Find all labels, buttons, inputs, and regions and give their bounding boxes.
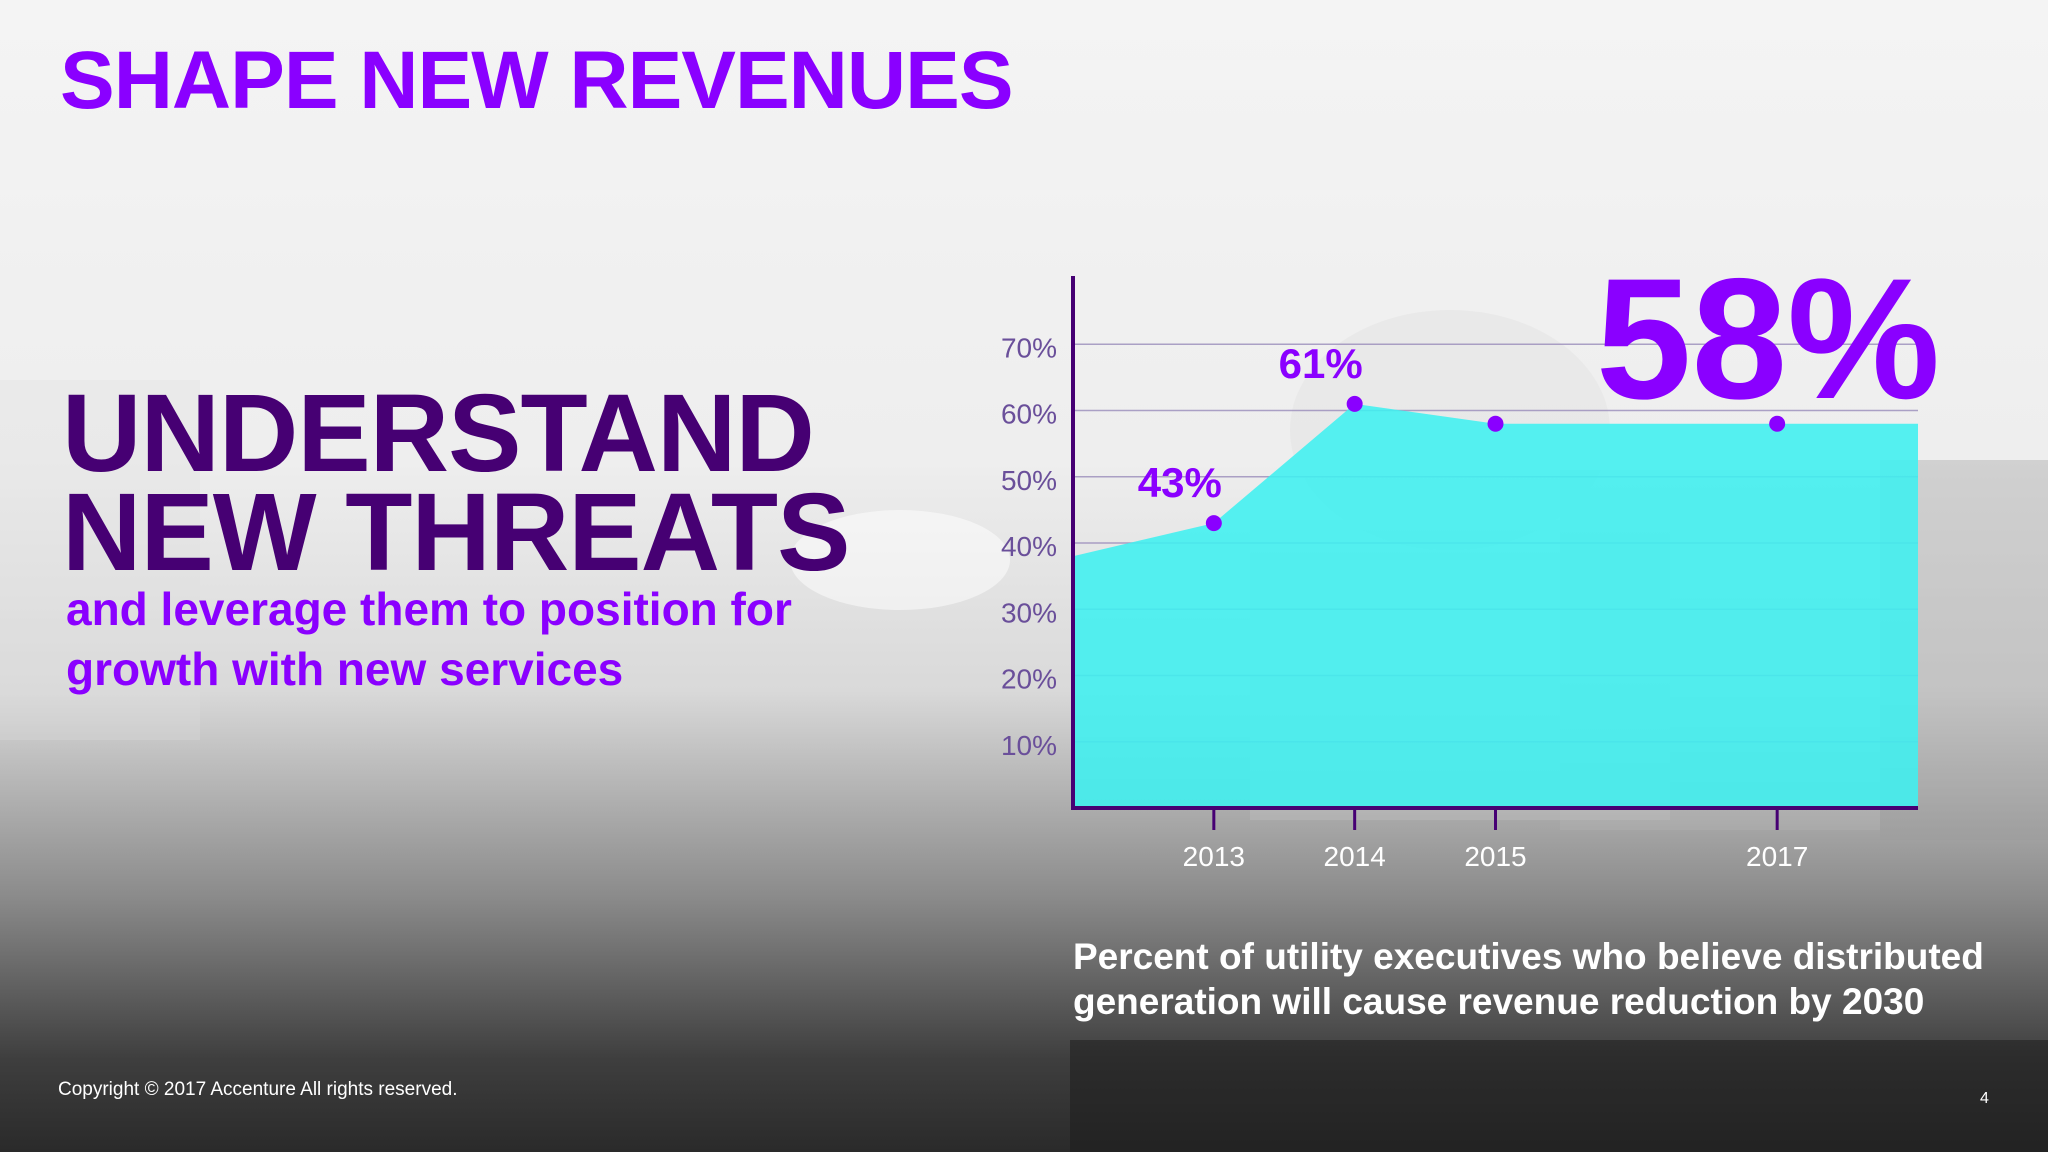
- y-tick-label: 30%: [1001, 597, 1057, 628]
- data-point: [1346, 395, 1363, 412]
- y-tick-label: 60%: [1001, 399, 1057, 430]
- chart-caption: Percent of utility executives who believ…: [1073, 934, 2033, 1024]
- data-point: [1487, 415, 1504, 432]
- x-tick-labels: 2013 2014 2015 2017: [1183, 841, 1809, 872]
- y-tick-label: 50%: [1001, 465, 1057, 496]
- data-point: [1205, 515, 1222, 532]
- chart-area-layer: [1073, 403, 1918, 808]
- page-number: 4: [1980, 1090, 1989, 1107]
- x-tick-label: 2014: [1324, 841, 1386, 872]
- y-tick-label: 70%: [1001, 332, 1057, 363]
- headline: UNDERSTAND NEW THREATS: [62, 372, 850, 594]
- data-points: [1205, 395, 1786, 532]
- slide-title: SHAPE NEW REVENUES: [60, 35, 1014, 126]
- highlight-label: 58%: [1596, 243, 1940, 435]
- data-point: [1769, 415, 1786, 432]
- subheadline-line-2: growth with new services: [66, 642, 624, 695]
- headline-line-2: NEW THREATS: [62, 471, 850, 594]
- subheadline-line-1: and leverage them to position for: [66, 583, 792, 635]
- y-tick-label: 10%: [1001, 730, 1057, 761]
- area-series: [1073, 403, 1918, 808]
- subheadline: and leverage them to position for growth…: [66, 580, 926, 700]
- x-tick-label: 2015: [1464, 841, 1526, 872]
- caption-line-1: Percent of utility executives who believ…: [1073, 936, 1984, 977]
- y-tick-label: 20%: [1001, 664, 1057, 695]
- data-label: 43%: [1138, 459, 1222, 506]
- x-tick-label: 2017: [1746, 841, 1808, 872]
- data-label: 61%: [1279, 340, 1363, 387]
- chart-axes: [1071, 276, 1918, 830]
- y-tick-labels: 10% 20% 30% 40% 50% 60% 70%: [1001, 332, 1057, 761]
- headline-line-1: UNDERSTAND: [62, 372, 815, 495]
- y-tick-label: 40%: [1001, 531, 1057, 562]
- copyright-notice: Copyright © 2017 Accenture All rights re…: [58, 1079, 458, 1100]
- data-labels: 43% 61% 58%: [1138, 243, 1940, 506]
- caption-line-2: generation will cause revenue reduction …: [1073, 981, 1925, 1023]
- x-tick-label: 2013: [1183, 841, 1245, 872]
